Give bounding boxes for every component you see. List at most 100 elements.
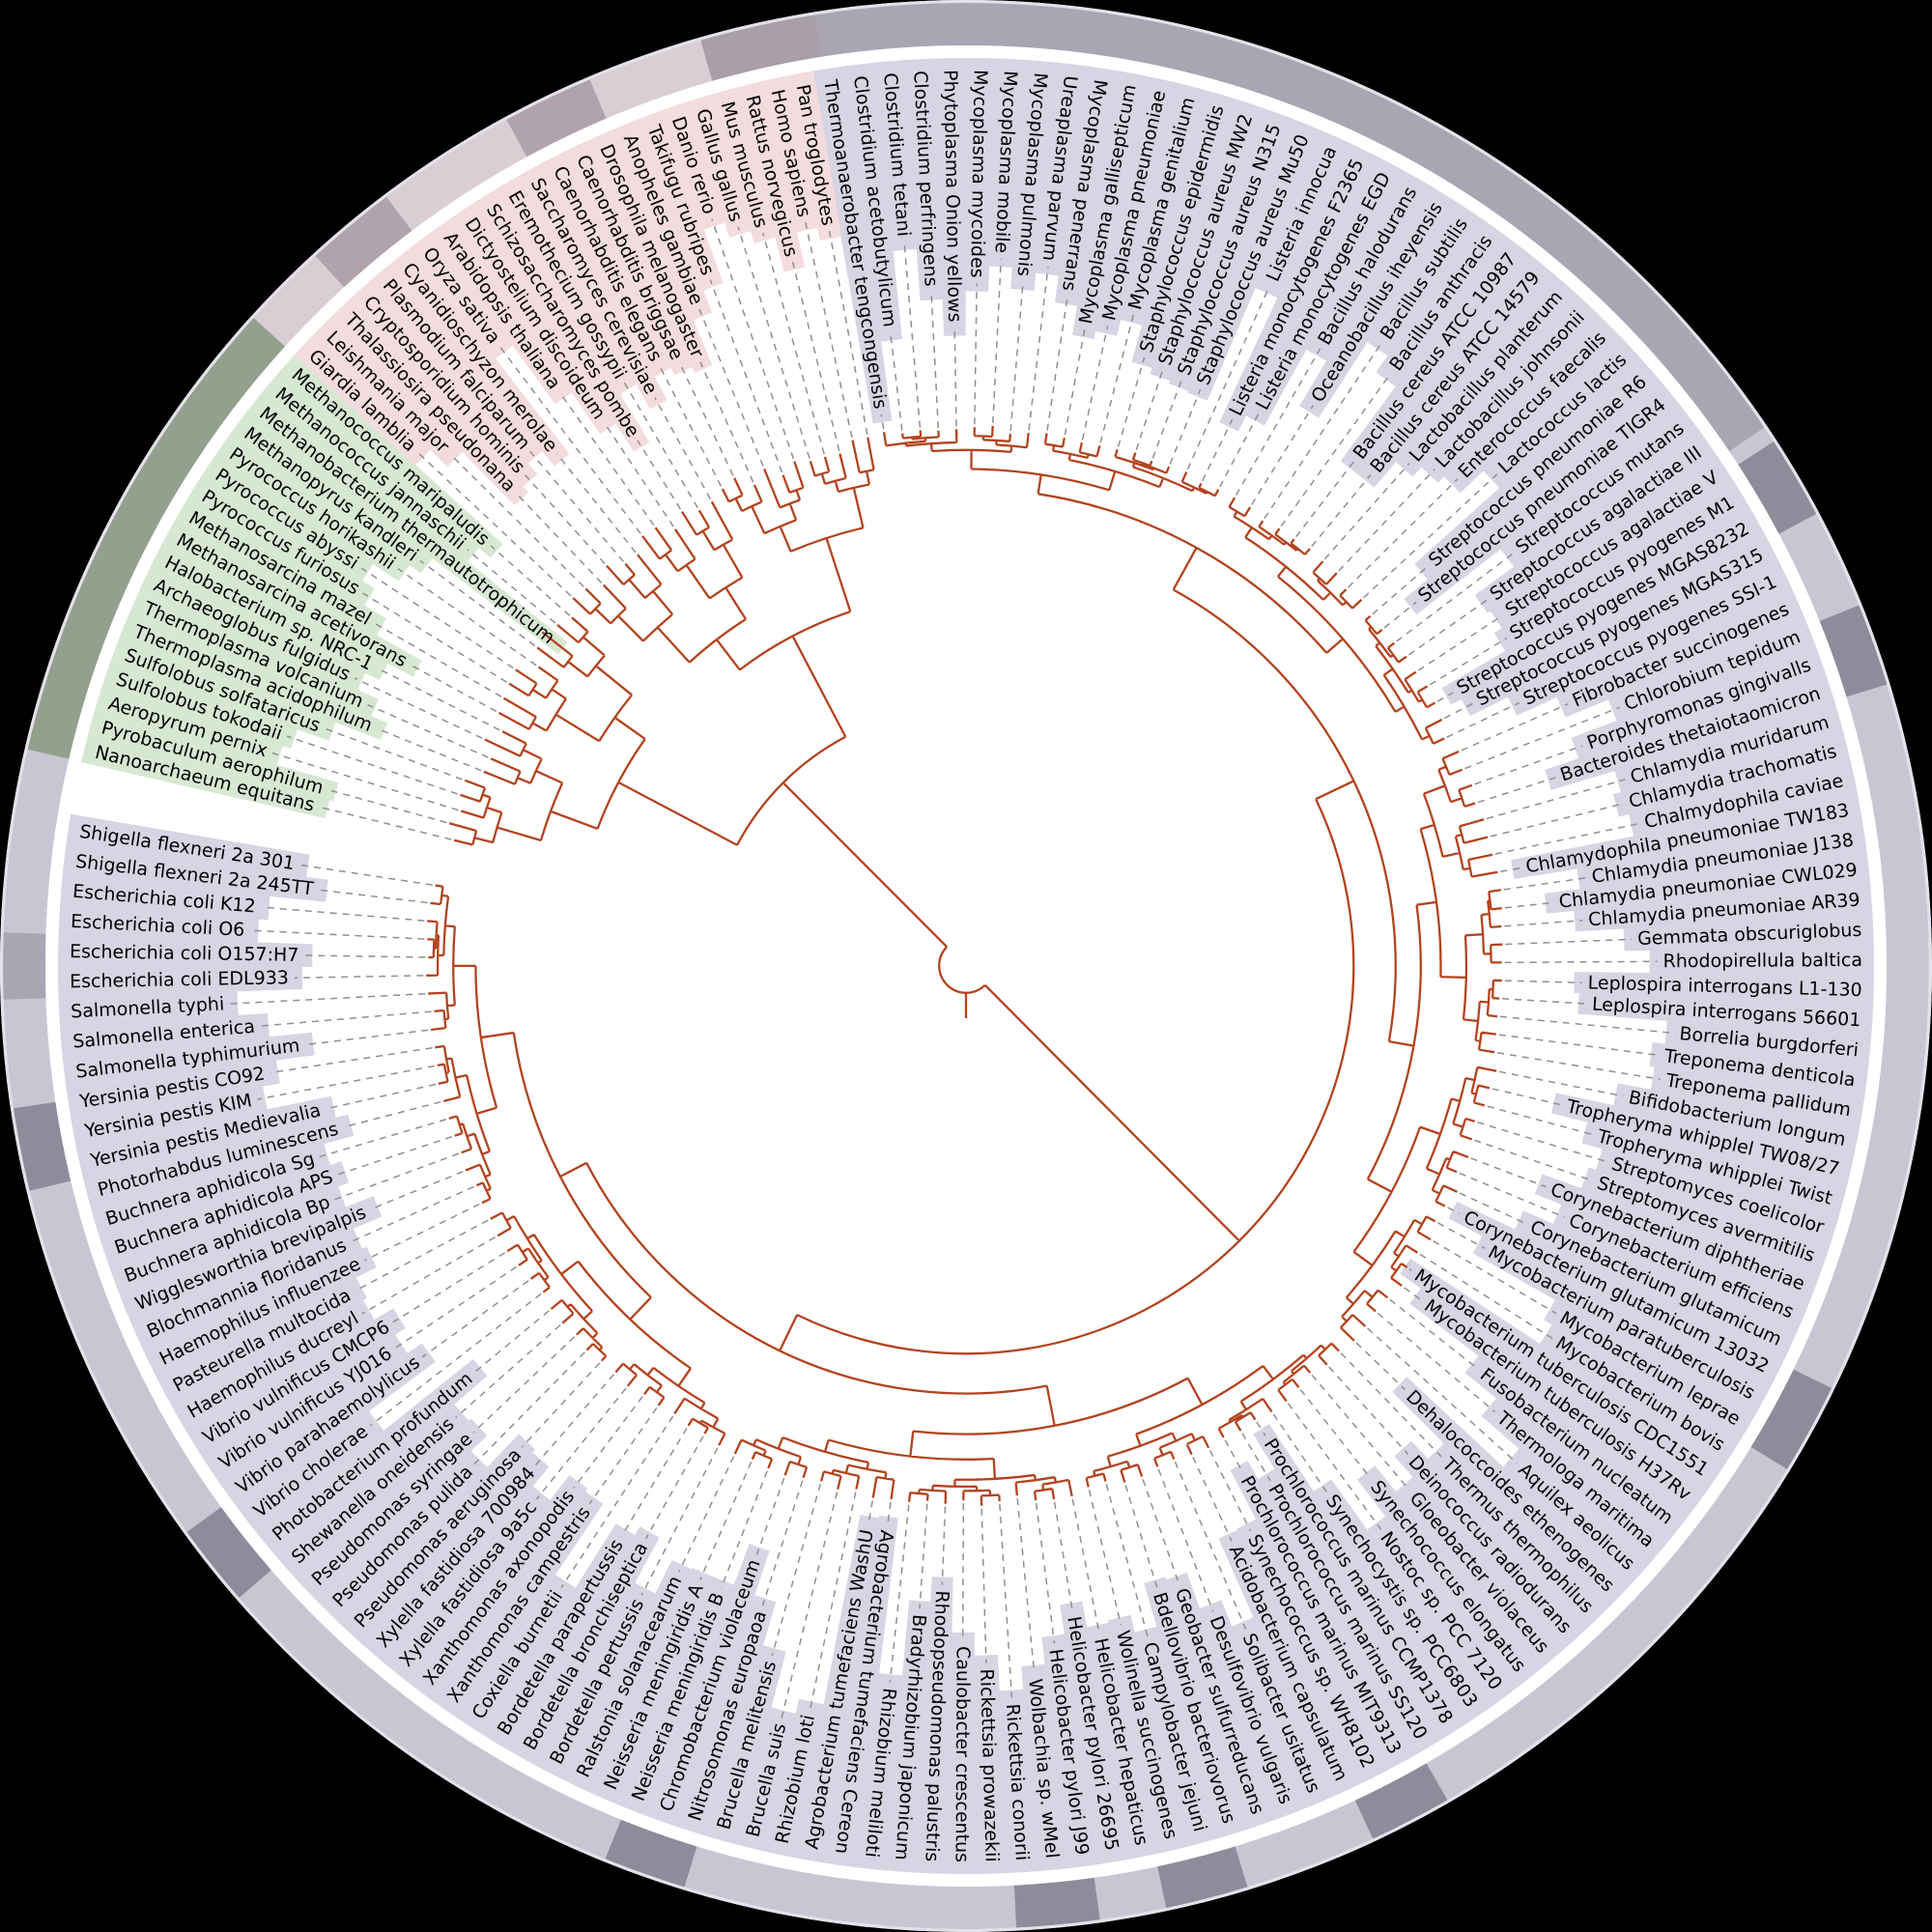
domain-band-wedge bbox=[237, 1410, 384, 1534]
white-gap-ring bbox=[45, 45, 1887, 1887]
domain-band-wedge bbox=[1552, 1204, 1809, 1332]
domain-band-wedge bbox=[317, 1450, 488, 1624]
domain-band-wedge bbox=[915, 1576, 953, 1874]
domain-band-wedge bbox=[256, 1358, 488, 1557]
domain-band-wedge bbox=[1502, 1448, 1651, 1586]
domain-band-wedge bbox=[1165, 1572, 1277, 1830]
domain-band-wedge bbox=[368, 264, 543, 465]
domain-band-wedge bbox=[1427, 1442, 1609, 1630]
domain-band-wedge bbox=[384, 1486, 551, 1684]
domain-band-wedge bbox=[432, 1491, 604, 1719]
phylogram-branches bbox=[426, 425, 1503, 1506]
domain-band-wedge bbox=[472, 188, 650, 452]
domain-band-wedge bbox=[1483, 337, 1643, 489]
domain-band-wedge bbox=[764, 1698, 825, 1859]
ring-segment bbox=[1750, 1369, 1833, 1469]
domain-band-wedge bbox=[143, 1246, 377, 1379]
domain-band-wedge bbox=[94, 686, 283, 766]
domain-band-wedge bbox=[946, 1632, 978, 1875]
domain-band-wedge bbox=[1392, 1377, 1631, 1608]
domain-band-wedge bbox=[128, 590, 379, 717]
domain-band-wedge bbox=[1623, 913, 1874, 952]
domain-band-wedge bbox=[296, 1418, 488, 1603]
domain-band-wedge bbox=[1543, 1299, 1757, 1440]
domain-band-wedge bbox=[495, 175, 638, 395]
domain-band-wedge bbox=[1357, 255, 1556, 488]
domain-band-wedge bbox=[1481, 1398, 1671, 1564]
domain-band-wedge bbox=[1545, 674, 1836, 790]
domain-band-wedge bbox=[1257, 1468, 1442, 1756]
domain-band-wedge bbox=[430, 216, 573, 405]
ring-segment bbox=[186, 1507, 271, 1599]
domain-band-wedge bbox=[1448, 1201, 1785, 1387]
leaf-label: Escherichia coli EDL933 bbox=[70, 967, 289, 992]
domain-band-wedge bbox=[1441, 507, 1766, 705]
ring-segment bbox=[3, 932, 46, 1000]
domain-band-wedge bbox=[1629, 762, 1858, 838]
domain-band-wedge bbox=[1490, 456, 1735, 630]
domain-band-wedge bbox=[1420, 295, 1601, 483]
domain-band-wedge bbox=[1356, 1465, 1542, 1689]
domain-band-wedge bbox=[1035, 62, 1088, 276]
domain-band-wedge bbox=[1394, 1440, 1587, 1650]
leaf-label: Rhodopirellula baltica bbox=[1663, 950, 1862, 972]
domain-band-wedge bbox=[457, 1574, 577, 1736]
domain-band-wedge bbox=[1086, 1622, 1160, 1860]
domain-band-wedge bbox=[1649, 1042, 1869, 1098]
domain-band-wedge bbox=[933, 58, 966, 336]
domain-band-wedge bbox=[408, 1474, 588, 1702]
domain-band-wedge bbox=[1366, 201, 1483, 356]
domain-band-wedge bbox=[964, 57, 997, 292]
domain-band-wedge bbox=[294, 335, 431, 466]
domain-band-wedge bbox=[130, 1228, 363, 1352]
domain-band-wedge bbox=[311, 317, 464, 468]
domain-band-wedge bbox=[229, 413, 433, 574]
domain-band-wedge bbox=[646, 1544, 770, 1828]
domain-band-wedge bbox=[1150, 99, 1266, 382]
domain-band-wedge bbox=[1614, 703, 1844, 793]
domain-band-wedge bbox=[675, 1595, 777, 1836]
domain-band-wedge bbox=[1474, 431, 1719, 613]
domain-band-wedge bbox=[119, 613, 388, 741]
domain-band-wedge bbox=[661, 101, 725, 231]
ring-segment bbox=[700, 14, 822, 81]
domain-band-wedge bbox=[57, 935, 313, 968]
domain-band-wedge bbox=[1144, 1577, 1248, 1839]
domain-band-wedge bbox=[1094, 75, 1179, 336]
domain-band-wedge bbox=[1245, 156, 1406, 426]
domain-band-wedge bbox=[1499, 407, 1701, 568]
leaf-label: Phytoplasma Onion yellows bbox=[939, 70, 965, 323]
domain-band-wedge bbox=[276, 355, 503, 558]
domain-band-wedge bbox=[988, 58, 1027, 268]
domain-band-wedge bbox=[483, 1523, 636, 1751]
domain-band-wedge bbox=[109, 638, 336, 741]
domain-band-wedge bbox=[1649, 944, 1874, 977]
domain-band-wedge bbox=[1054, 66, 1119, 306]
domain-band-wedge bbox=[1199, 1600, 1306, 1820]
domain-band-wedge bbox=[509, 1526, 660, 1767]
domain-band-wedge bbox=[1507, 561, 1793, 716]
domain-band-wedge bbox=[618, 1577, 735, 1817]
domain-band-wedge bbox=[1595, 1148, 1839, 1247]
domain-band-wedge bbox=[173, 498, 386, 637]
domain-band-wedge bbox=[590, 1568, 714, 1805]
domain-band-wedge bbox=[903, 58, 944, 301]
domain-band-wedge bbox=[1664, 1020, 1872, 1067]
domain-band-wedge bbox=[66, 1059, 280, 1120]
domain-band-wedge bbox=[1060, 1601, 1130, 1864]
domain-band-wedge bbox=[1253, 1424, 1467, 1741]
domain-band-wedge bbox=[219, 1343, 436, 1509]
ring-segment bbox=[1738, 440, 1817, 534]
domain-band-wedge bbox=[794, 1515, 880, 1863]
domain-band-wedge bbox=[518, 162, 668, 410]
domain-band-wedge bbox=[409, 232, 514, 359]
domain-band-wedge bbox=[1581, 1122, 1847, 1217]
domain-band-wedge bbox=[1313, 1479, 1493, 1724]
domain-band-wedge bbox=[260, 374, 480, 562]
domain-band-wedge bbox=[704, 1644, 786, 1845]
ring-segment bbox=[27, 318, 286, 759]
domain-band-wedge bbox=[1395, 1476, 1565, 1670]
ring-segment bbox=[13, 1101, 71, 1191]
